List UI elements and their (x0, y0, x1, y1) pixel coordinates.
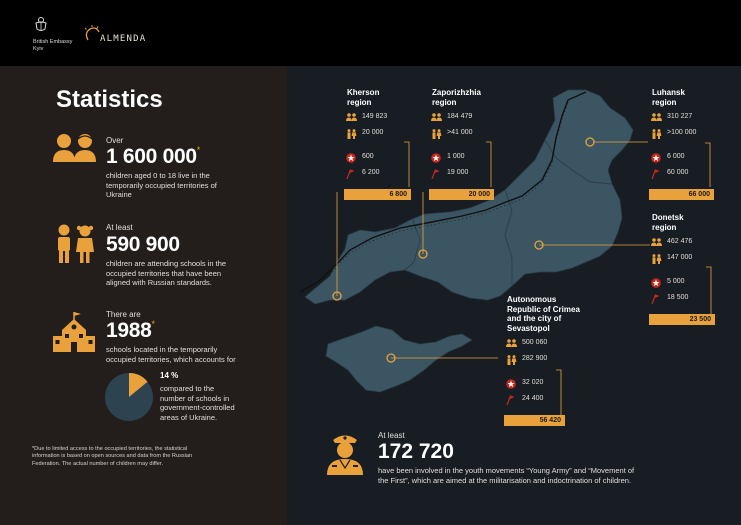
region-young-army: 6 000 (651, 153, 685, 165)
crimea-shape (325, 325, 473, 393)
schools-share-pie (105, 373, 153, 421)
row-icon (431, 113, 442, 123)
region-population: 462 476 (651, 238, 692, 248)
row-icon (431, 169, 440, 181)
region-young-army: 5 000 (651, 278, 685, 290)
region-movement-first: 19 000 (431, 169, 468, 181)
stat-children-description: children aged 0 to 18 live in the tempora… (106, 171, 217, 199)
stat-schools-prefix: There are (106, 310, 141, 319)
front-line-barbs (299, 102, 569, 296)
region-movement-first: 6 200 (346, 169, 380, 181)
row-icon (651, 169, 660, 181)
occupied-territories-map (299, 89, 712, 416)
row-icon (651, 238, 662, 248)
region-name: Kherson region (347, 88, 380, 107)
row-icon (431, 153, 441, 165)
region-total: 23 500 (649, 314, 715, 325)
callout-lines (336, 141, 650, 359)
stat-schools-description: schools located in the temporarily occupi… (106, 345, 236, 364)
young-army-value: 172 720 (378, 440, 454, 463)
region-children: 282 900 (506, 355, 547, 367)
map-panel (287, 66, 741, 525)
row-icon (506, 339, 517, 349)
pie-share-slice (129, 373, 148, 397)
students-icon (58, 224, 94, 263)
kherson-marker[interactable] (332, 291, 342, 301)
soldier-cadet-icon (327, 435, 363, 475)
school-building-icon (53, 312, 95, 352)
luhansk-marker[interactable] (585, 137, 595, 147)
zaporizhzhia-donetsk-border (504, 189, 513, 286)
region-total: 20 000 (429, 189, 494, 200)
region-name: Autonomous Republic of Crimea and the city… (507, 295, 580, 333)
region-children: 147 000 (651, 254, 692, 266)
row-icon (346, 153, 356, 165)
row-icon (346, 113, 357, 123)
embassy-label: British Embassy Kyiv (33, 39, 73, 52)
region-population: 184 479 (431, 113, 472, 123)
region-movement-first: 60 000 (651, 169, 688, 181)
row-icon (651, 294, 660, 306)
region-total: 6 800 (344, 189, 411, 200)
row-icon (651, 113, 662, 123)
kherson-zaporizhzhia-border (404, 217, 421, 271)
row-icon (651, 278, 661, 290)
children-pair-icon (53, 134, 96, 162)
stat-schools-value: 1988* (106, 319, 155, 342)
region-children: >100 000 (651, 129, 696, 141)
row-icon (506, 379, 516, 391)
row-icon (651, 254, 662, 266)
young-army-prefix: At least (378, 431, 405, 440)
stat-children-prefix: Over (106, 136, 124, 145)
region-movement-first: 24 400 (506, 395, 543, 407)
zaporizhzhia-marker[interactable] (418, 249, 428, 259)
donetsk-luhansk-border (544, 139, 613, 185)
almenda-logo-text: ALMENDA (100, 34, 147, 44)
row-icon (431, 129, 442, 141)
row-icon (506, 395, 515, 407)
region-children: >41 000 (431, 129, 473, 141)
region-total: 66 000 (649, 189, 714, 200)
page-title: Statistics (56, 86, 163, 113)
row-icon (346, 129, 357, 141)
pie-percent-label: 14 % (160, 371, 179, 380)
stat-children-value: 1 600 000* (106, 145, 200, 168)
front-line (299, 91, 587, 293)
region-name: Zaporizhzhia region (432, 88, 481, 107)
row-icon (651, 153, 661, 165)
region-name: Luhansk region (652, 88, 685, 107)
region-markers (332, 137, 595, 363)
region-young-army: 600 (346, 153, 374, 165)
donetsk-marker[interactable] (534, 240, 544, 250)
stat-students-value: 590 900 (106, 233, 180, 256)
region-children: 20 000 (346, 129, 383, 141)
region-population: 500 060 (506, 339, 547, 349)
region-population: 310 227 (651, 113, 692, 123)
almenda-lightbulb-icon (84, 25, 100, 41)
young-army-description: have been involved in the youth movement… (378, 466, 635, 485)
header-bar: British Embassy Kyiv ALMENDA (0, 0, 741, 66)
row-icon (346, 169, 355, 181)
region-total: 56 420 (504, 415, 565, 426)
row-icon (506, 355, 517, 367)
region-young-army: 32 020 (506, 379, 543, 391)
card-brackets (404, 141, 712, 416)
region-young-army: 1 000 (431, 153, 465, 165)
region-movement-first: 18 500 (651, 294, 688, 306)
row-icon (651, 129, 662, 141)
stat-students-prefix: At least (106, 223, 133, 232)
region-name: Donetsk region (652, 213, 684, 232)
pie-description: compared to the number of schools in gover… (160, 384, 235, 422)
royal-crest-icon (35, 17, 47, 31)
footnote: *Due to limited access to the occupied t… (32, 446, 193, 467)
stat-students-description: children are attending schools in the occ… (106, 259, 227, 287)
crimea-marker[interactable] (386, 353, 396, 363)
region-population: 149 823 (346, 113, 387, 123)
